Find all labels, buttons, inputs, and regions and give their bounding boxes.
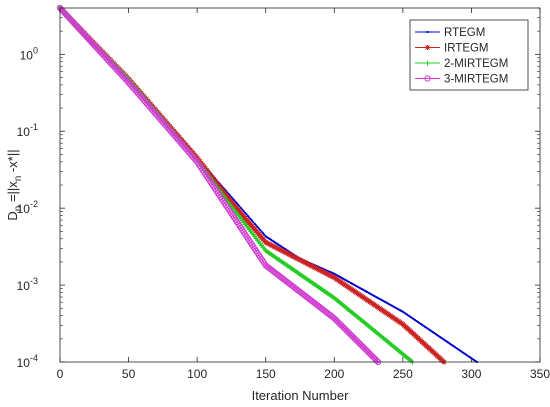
legend: RTEGM IRTEGM 2-MIRTEGM 3-MIRTEGM — [409, 19, 529, 91]
x-tick-label: 50 — [122, 367, 136, 381]
y-axis-label: Dn =||xn -x*|| — [5, 149, 24, 220]
data-point — [259, 228, 262, 232]
data-point — [234, 200, 237, 203]
legend-marker — [426, 30, 429, 34]
legend-marker — [425, 45, 430, 50]
data-point — [373, 357, 380, 364]
legend-label: 2-MIRTEGM — [444, 58, 508, 70]
y-tick-label: 10-3 — [17, 276, 38, 293]
legend-marker — [425, 60, 430, 66]
x-tick-label: 250 — [393, 367, 413, 381]
data-point — [239, 207, 243, 210]
y-tick-label: 10-4 — [17, 353, 38, 370]
data-point — [255, 224, 258, 227]
data-point — [253, 222, 256, 225]
legend-marker — [424, 75, 431, 82]
legend-item: 3-MIRTEGM — [415, 74, 508, 86]
ticks-layer: 0 50 100 150 200 250 300 350 100 10-1 10-2 10-3 10-4 — [17, 7, 550, 381]
data-point — [261, 232, 265, 235]
legend-item: RTEGM — [415, 27, 485, 39]
data-point — [252, 221, 255, 224]
series-layer — [56, 4, 479, 366]
legend-label: 3-MIRTEGM — [444, 74, 508, 86]
series-3-mirtegm — [56, 4, 382, 366]
data-point — [235, 202, 239, 205]
data-point — [238, 205, 241, 208]
data-point — [237, 203, 240, 207]
data-point — [230, 196, 233, 199]
legend-item: IRTEGM — [415, 43, 489, 55]
x-axis-label: Iteration Number — [252, 388, 349, 403]
x-tick-label: 350 — [530, 367, 550, 381]
y-tick-label: 100 — [20, 45, 38, 62]
data-point — [257, 227, 260, 230]
legend-item: 2-MIRTEGM — [415, 58, 508, 70]
data-point — [263, 233, 266, 236]
data-point — [233, 199, 236, 202]
legend-label: IRTEGM — [444, 43, 489, 55]
legend-label: RTEGM — [444, 27, 485, 39]
data-point — [231, 197, 234, 200]
x-tick-label: 100 — [187, 367, 207, 381]
x-tick-label: 200 — [324, 367, 344, 381]
x-tick-label: 150 — [256, 367, 276, 381]
y-tick-label: 10-2 — [17, 199, 38, 216]
data-point — [256, 225, 259, 229]
x-tick-label: 0 — [57, 367, 64, 381]
y-tick-label: 10-1 — [17, 122, 38, 139]
x-tick-label: 300 — [461, 367, 481, 381]
data-point — [260, 230, 263, 233]
